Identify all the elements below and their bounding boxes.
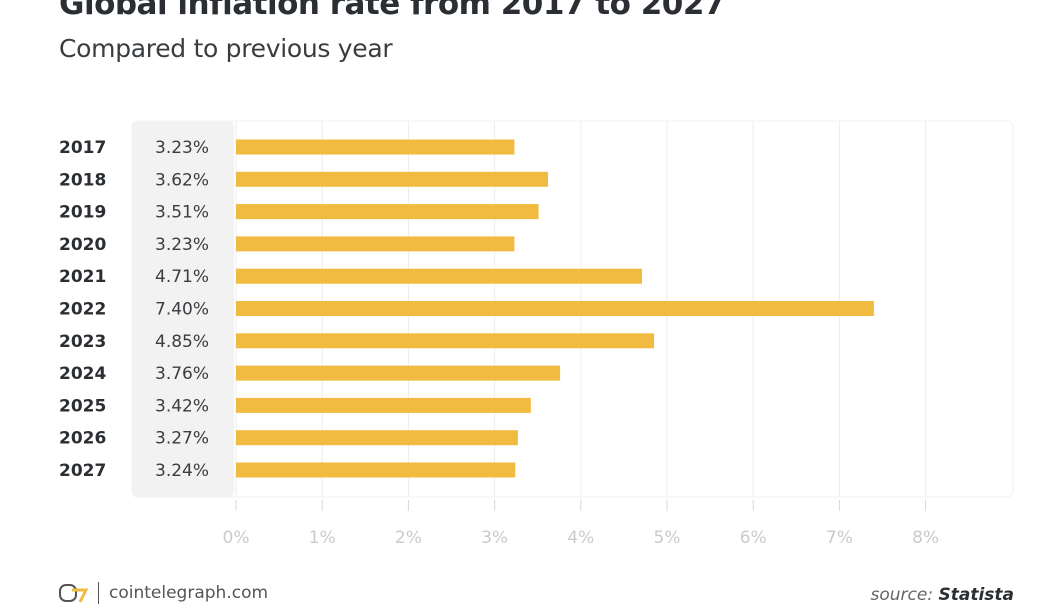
category-label: 2027 (59, 461, 106, 481)
bar (236, 462, 516, 478)
value-label: 3.42% (155, 396, 209, 416)
bar (236, 397, 531, 413)
value-label: 4.85% (155, 332, 209, 352)
x-tick-label: 2% (395, 528, 422, 548)
footer-brand: cointelegraph.com (58, 582, 268, 604)
category-label: 2025 (59, 396, 106, 416)
category-label: 2020 (59, 235, 106, 255)
x-tick-label: 0% (223, 528, 250, 548)
bar (236, 301, 874, 316)
value-label: 3.23% (155, 138, 209, 158)
bar (236, 365, 561, 381)
bar (236, 171, 549, 187)
bar (236, 139, 515, 155)
x-tick-label: 4% (567, 528, 594, 548)
x-tick-label: 1% (309, 528, 336, 548)
source-credit: source: Statista (871, 585, 1014, 605)
divider (98, 582, 99, 604)
category-label: 2024 (59, 364, 106, 384)
source-name: Statista (938, 585, 1014, 605)
site-name: cointelegraph.com (109, 583, 269, 603)
chart-title: Global inflation rate from 2017 to 2027 (59, 0, 726, 22)
category-label: 2018 (59, 170, 106, 190)
bar (236, 333, 655, 349)
value-label: 3.51% (155, 203, 209, 223)
x-tick-label: 7% (826, 528, 853, 548)
value-label: 3.27% (155, 429, 209, 449)
category-label: 2022 (59, 300, 106, 320)
value-label: 4.71% (155, 267, 209, 287)
value-label: 3.76% (155, 364, 209, 384)
category-label: 2023 (59, 332, 106, 352)
x-tick-label: 3% (481, 528, 508, 548)
value-label-column (132, 121, 234, 497)
bar (236, 268, 643, 284)
bar (236, 236, 515, 252)
category-label: 2021 (59, 267, 106, 287)
value-label: 3.24% (155, 461, 209, 481)
x-tick-label: 5% (654, 528, 681, 548)
bar (236, 430, 518, 446)
cointelegraph-logo-icon (59, 584, 88, 603)
value-label: 3.23% (155, 235, 209, 255)
category-label: 2019 (59, 203, 106, 223)
category-label: 2017 (59, 138, 106, 158)
x-tick-label: 8% (912, 528, 939, 548)
chart-subtitle: Compared to previous year (59, 34, 393, 63)
x-tick-label: 6% (740, 528, 767, 548)
source-prefix: source: (870, 585, 934, 605)
value-label: 7.40% (155, 300, 209, 320)
value-label: 3.62% (155, 170, 209, 190)
category-label: 2026 (59, 429, 106, 449)
bar (236, 204, 539, 220)
